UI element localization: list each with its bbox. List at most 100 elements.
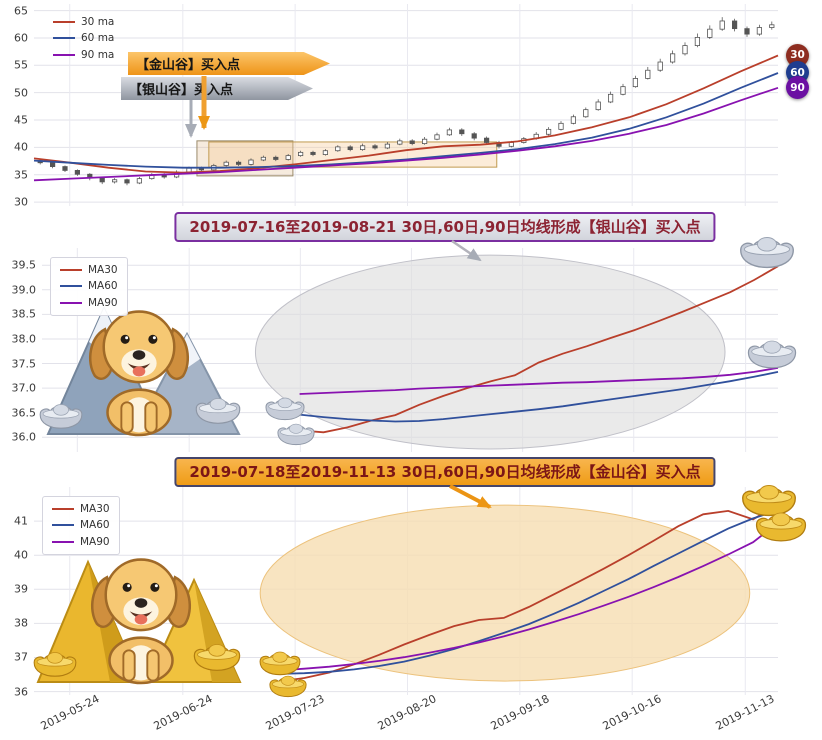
gold-ingot-icon <box>33 651 77 677</box>
legend-line-sample <box>60 285 82 288</box>
y-tick-label: 65 <box>14 4 28 18</box>
candle-body <box>645 69 651 79</box>
y-tick-label: 40 <box>14 140 28 154</box>
candle-body <box>322 150 329 155</box>
valley-ellipse <box>254 254 726 450</box>
candle-body <box>483 137 490 143</box>
candle-body <box>335 146 341 152</box>
legend-item: MA90 <box>52 534 110 550</box>
legend-label: MA90 <box>80 535 110 548</box>
candle-body <box>608 93 614 103</box>
candle-body <box>62 166 68 171</box>
candle-body <box>136 178 142 184</box>
candle-body <box>235 161 242 165</box>
candle-body <box>310 151 316 155</box>
candle-body <box>570 116 577 124</box>
candle-body <box>446 129 453 136</box>
silver-valley-note: 2019-07-16至2019-08-21 30日,60日,90日均线形成【银山… <box>174 212 716 242</box>
y-tick-label: 30 <box>14 195 28 209</box>
candle-body <box>297 151 304 157</box>
y-tick-label: 35 <box>14 168 28 182</box>
y-tick-label: 36.0 <box>11 430 37 444</box>
candle-body <box>74 170 80 175</box>
candle-body <box>558 122 564 130</box>
legend-line-sample <box>53 37 75 40</box>
ma60-line <box>279 509 779 675</box>
silver-valley-buy-banner: 【银山谷】买入点 <box>121 77 313 100</box>
candle-body <box>434 134 440 140</box>
silver-ingot-icon <box>747 340 797 369</box>
y-tick-label: 55 <box>14 58 28 72</box>
candle-body <box>223 161 229 166</box>
y-tick-label: 36.5 <box>11 406 37 420</box>
valley-ellipse <box>259 504 751 682</box>
candle-body <box>657 61 663 71</box>
y-tick-label: 39 <box>14 582 28 596</box>
candle-body <box>99 177 105 183</box>
candle-body <box>707 28 713 38</box>
90ma-line <box>33 86 779 182</box>
y-tick-label: 38.5 <box>11 307 37 321</box>
legend-item: MA60 <box>52 517 110 533</box>
candle-body <box>124 179 130 184</box>
ma90-line <box>279 522 779 672</box>
silver-ingot-icon <box>277 423 315 446</box>
candle-body <box>471 133 477 139</box>
ma-badge-30: 30 <box>786 43 809 67</box>
y-tick-label: 41 <box>14 514 28 528</box>
legend-item: MA30 <box>52 501 110 517</box>
legend-line-sample <box>52 540 74 543</box>
legend-item: MA90 <box>60 295 118 311</box>
candle-body <box>620 86 626 95</box>
puppy-mascot-icon <box>90 558 192 685</box>
60ma-line <box>33 72 779 169</box>
silver-valley-mascot-scene <box>36 282 241 444</box>
ma90-line <box>299 367 779 395</box>
legend: MA30 MA60 MA90 <box>42 496 120 555</box>
candle-body <box>421 138 428 144</box>
candle-body <box>50 162 56 167</box>
candle-body <box>670 53 676 63</box>
candle-body <box>409 140 415 144</box>
legend-line-sample <box>53 53 75 56</box>
silver-ingot-icon <box>740 236 794 269</box>
ma30-line <box>279 503 779 683</box>
legend-line-sample <box>60 269 82 272</box>
ma60-line <box>299 371 779 423</box>
candle-body <box>744 28 750 35</box>
legend-label: MA60 <box>88 280 118 293</box>
candle-body <box>359 145 366 151</box>
gold-valley-buy-banner: 【金山谷】买入点 <box>128 52 330 75</box>
y-tick-label: 40 <box>14 548 28 562</box>
candle-body <box>372 145 378 149</box>
legend: MA30 MA60 MA90 <box>50 257 128 316</box>
legend: 30 ma 60 ma 90 ma <box>44 10 123 67</box>
legend-label: MA60 <box>80 519 110 532</box>
y-tick-label: 38.0 <box>11 332 37 346</box>
candle-body <box>248 159 254 165</box>
candle-body <box>397 140 403 145</box>
legend-item: MA60 <box>60 278 118 294</box>
30ma-line <box>33 54 779 174</box>
candle-body <box>347 146 353 151</box>
y-tick-label: 39.5 <box>11 258 37 272</box>
y-tick-label: 36 <box>14 685 28 699</box>
legend-item: 60 ma <box>53 30 114 46</box>
y-tick-label: 39.0 <box>11 283 37 297</box>
legend-item: 90 ma <box>53 47 114 63</box>
candle-body <box>769 24 775 28</box>
y-tick-label: 45 <box>14 113 28 127</box>
legend-line-sample <box>52 524 74 527</box>
y-tick-label: 50 <box>14 86 28 100</box>
gold-valley-mascot-scene <box>30 524 245 692</box>
legend-label: MA30 <box>88 264 118 276</box>
gold-valley-note: 2019-07-18至2019-11-13 30日,60日,90日均线形成【金山… <box>174 457 716 487</box>
legend-label: 60 ma <box>81 32 115 45</box>
y-tick-label: 60 <box>14 31 28 45</box>
candle-body <box>260 156 267 161</box>
y-tick-label: 37.5 <box>11 357 37 371</box>
y-tick-label: 38 <box>14 616 28 630</box>
candle-body <box>682 45 688 55</box>
